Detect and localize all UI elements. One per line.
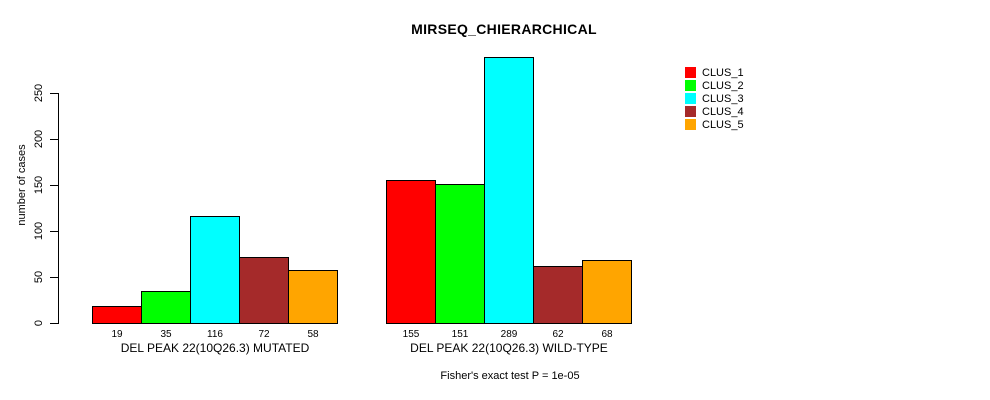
legend-swatch-CLUS_3 (685, 93, 696, 104)
bar-CLUS_2 (435, 184, 485, 324)
fisher-test-annotation: Fisher's exact test P = 1e-05 (440, 370, 580, 382)
legend-item-CLUS_4: CLUS_4 (685, 105, 744, 118)
legend-item-CLUS_5: CLUS_5 (685, 118, 744, 131)
bar-value-label: 35 (160, 329, 172, 340)
bar-value-label: 289 (500, 329, 518, 340)
y-tick-label: 250 (33, 83, 45, 103)
y-tick-mark (50, 185, 58, 186)
legend-label: CLUS_5 (702, 118, 744, 131)
bar-CLUS_3 (484, 57, 534, 324)
y-tick-label: 0 (33, 319, 45, 327)
bar-value-label: 62 (552, 329, 564, 340)
y-tick-mark (50, 231, 58, 232)
y-tick-mark (50, 277, 58, 278)
bar-CLUS_4 (239, 257, 289, 324)
legend-label: CLUS_2 (702, 79, 744, 92)
bar-value-label: 151 (451, 329, 469, 340)
legend-label: CLUS_1 (702, 66, 744, 79)
y-tick-label: 150 (33, 175, 45, 195)
bar-CLUS_5 (288, 270, 338, 324)
y-tick-label: 50 (33, 270, 45, 284)
bar-value-label: 19 (111, 329, 123, 340)
bar-CLUS_4 (533, 266, 583, 324)
legend-label: CLUS_3 (702, 92, 744, 105)
chart-title: MIRSEQ_CHIERARCHICAL (411, 21, 597, 37)
y-tick-mark (50, 139, 58, 140)
bar-value-label: 72 (258, 329, 270, 340)
category-label: DEL PEAK 22(10Q26.3) MUTATED (120, 341, 310, 355)
legend-label: CLUS_4 (702, 105, 744, 118)
bar-CLUS_3 (190, 216, 240, 324)
y-tick-label: 200 (33, 129, 45, 149)
y-tick-mark (50, 93, 58, 94)
legend-swatch-CLUS_2 (685, 80, 696, 91)
legend-item-CLUS_2: CLUS_2 (685, 79, 744, 92)
legend-item-CLUS_1: CLUS_1 (685, 66, 744, 79)
bar-CLUS_1 (92, 306, 142, 324)
y-tick-label: 100 (33, 221, 45, 241)
legend: CLUS_1 CLUS_2 CLUS_3 CLUS_4 CLUS_5 (685, 66, 744, 131)
bar-value-label: 155 (402, 329, 420, 340)
bar-CLUS_5 (582, 260, 632, 324)
legend-swatch-CLUS_4 (685, 106, 696, 117)
legend-swatch-CLUS_5 (685, 119, 696, 130)
category-label: DEL PEAK 22(10Q26.3) WILD-TYPE (410, 341, 608, 355)
y-tick-mark (50, 323, 58, 324)
bar-value-label: 116 (207, 329, 223, 340)
bar-value-label: 68 (601, 329, 613, 340)
y-axis-line (58, 93, 59, 324)
bar-value-label: 58 (307, 329, 319, 340)
legend-item-CLUS_3: CLUS_3 (685, 92, 744, 105)
bar-CLUS_2 (141, 291, 191, 324)
bar-CLUS_1 (386, 180, 436, 324)
legend-swatch-CLUS_1 (685, 67, 696, 78)
